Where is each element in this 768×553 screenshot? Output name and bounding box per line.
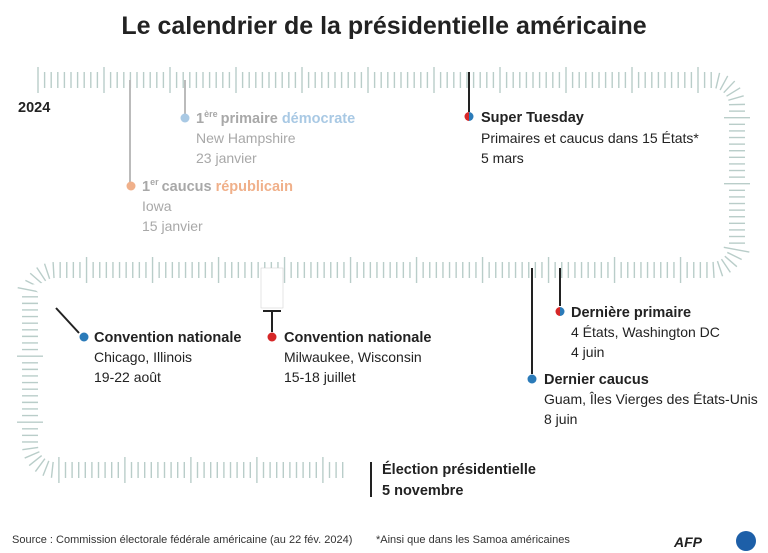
event-heading: Convention nationale — [284, 330, 431, 346]
dot — [79, 332, 89, 342]
place: Milwaukee, Wisconsin — [284, 349, 422, 365]
dot — [527, 374, 537, 384]
date: 8 juin — [544, 411, 577, 427]
timeline-tick — [715, 72, 721, 89]
place: 4 États, Washington DC — [571, 324, 720, 340]
dot — [267, 332, 277, 342]
date: 4 juin — [571, 344, 604, 360]
timeline-tick — [723, 80, 736, 94]
ordinal-suffix: ère — [204, 109, 218, 119]
date: 15-18 juillet — [284, 369, 356, 385]
timeline-tick — [723, 246, 750, 253]
timeline-tick — [728, 95, 744, 101]
timeline-tick — [712, 261, 715, 278]
timeline-tick — [36, 267, 47, 282]
event-heading: Dernier caucus — [544, 372, 649, 388]
place: Primaires et caucus dans 15 États* — [481, 130, 699, 146]
year: 2024 — [18, 100, 50, 116]
party: démocrate — [282, 111, 355, 127]
dot — [126, 181, 136, 191]
convention-box — [260, 267, 284, 309]
date: 5 mars — [481, 150, 524, 166]
timeline-tick — [52, 262, 55, 279]
logo-globe — [736, 531, 756, 551]
dot — [180, 113, 190, 123]
date: 5 novembre — [382, 483, 463, 499]
event-heading: Dernière primaire — [571, 305, 691, 321]
ordinal-suffix: er — [150, 177, 159, 187]
dot-half — [555, 307, 560, 316]
timeline-tick — [50, 461, 54, 478]
timeline-tick — [716, 260, 724, 277]
source: Source : Commission électorale fédérale … — [12, 534, 352, 546]
place: Iowa — [142, 198, 172, 214]
date: 23 janvier — [196, 150, 257, 166]
timeline-tick — [29, 272, 43, 285]
timeline-tick — [43, 263, 51, 280]
timeline-tick — [24, 451, 40, 459]
date: 19-22 août — [94, 369, 161, 385]
event-heading: Convention nationale — [94, 330, 241, 346]
place: New Hampshire — [196, 130, 296, 146]
event-heading: Super Tuesday — [481, 110, 584, 126]
timeline-tick — [42, 460, 50, 477]
place: Chicago, Illinois — [94, 349, 192, 365]
timeline-tick — [724, 255, 738, 268]
timeline-tick — [726, 87, 741, 97]
timeline-ticks — [16, 67, 750, 483]
dot-half — [464, 112, 469, 121]
ordinal: 1 — [196, 111, 204, 127]
dot-half — [469, 112, 474, 121]
logo: AFP — [673, 534, 703, 550]
date: 15 janvier — [142, 218, 203, 234]
title: Le calendrier de la présidentielle améri… — [121, 12, 646, 40]
label: primaire — [221, 111, 278, 127]
timeline-tick — [726, 251, 742, 261]
timeline-tick — [720, 258, 731, 273]
convention-wedge — [30, 282, 52, 305]
timeline-tick — [22, 446, 39, 451]
timeline-tick — [28, 455, 43, 467]
ordinal: 1 — [142, 179, 150, 195]
event-heading: 1er caucus républicain — [142, 177, 293, 195]
timeline-tick — [719, 75, 729, 91]
event-heading: Élection présidentielle — [382, 461, 536, 478]
party: républicain — [216, 179, 293, 195]
label: caucus — [162, 179, 212, 195]
connector — [55, 307, 80, 334]
place: Guam, Îles Vierges des États-Unis — [544, 391, 758, 407]
dot-half — [560, 307, 565, 316]
timeline-tick — [34, 458, 46, 472]
event-heading: 1ère primaire démocrate — [196, 109, 355, 127]
note: *Ainsi que dans les Samoa américaines — [376, 534, 570, 546]
